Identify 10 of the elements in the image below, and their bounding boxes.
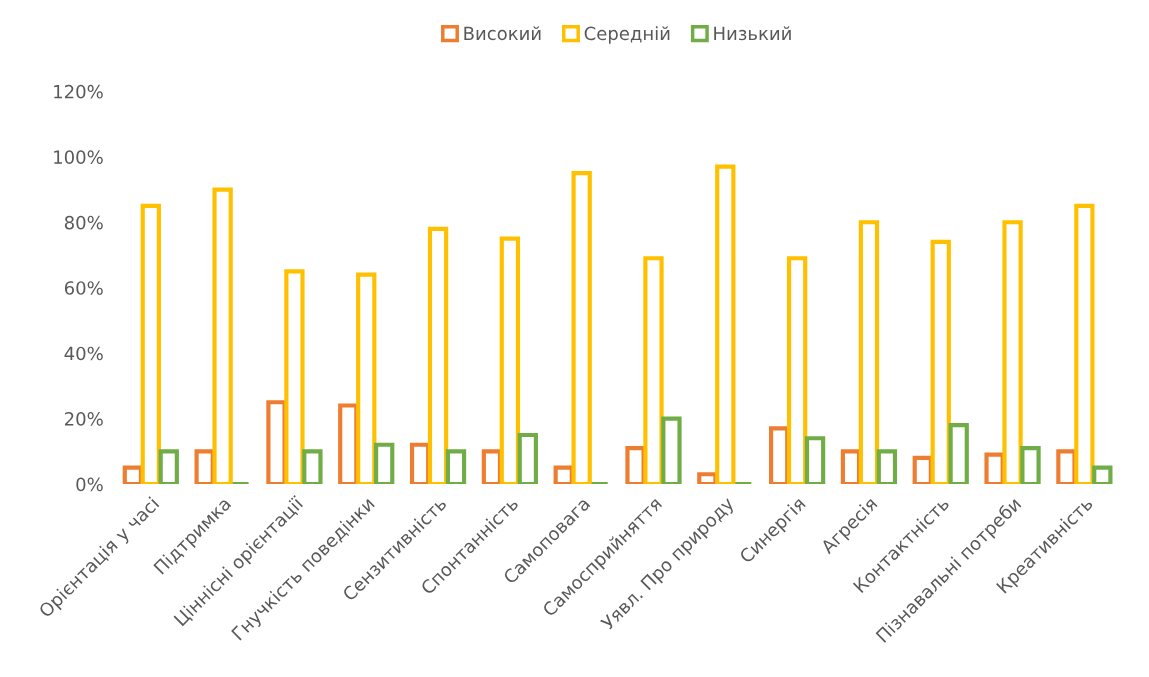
legend-label: Високий: [464, 26, 541, 41]
legend-label: Низький: [714, 26, 791, 41]
y-tick-label: 40%: [64, 346, 103, 361]
y-tick-label: 60%: [64, 281, 103, 295]
y-tick-label: 0%: [76, 477, 103, 492]
y-tick-label: 120%: [54, 84, 103, 99]
legend-label: Середній: [584, 26, 670, 44]
y-tick-label: 100%: [54, 150, 103, 164]
y-tick-label: 80%: [64, 215, 103, 230]
y-tick-label: 20%: [64, 412, 103, 426]
